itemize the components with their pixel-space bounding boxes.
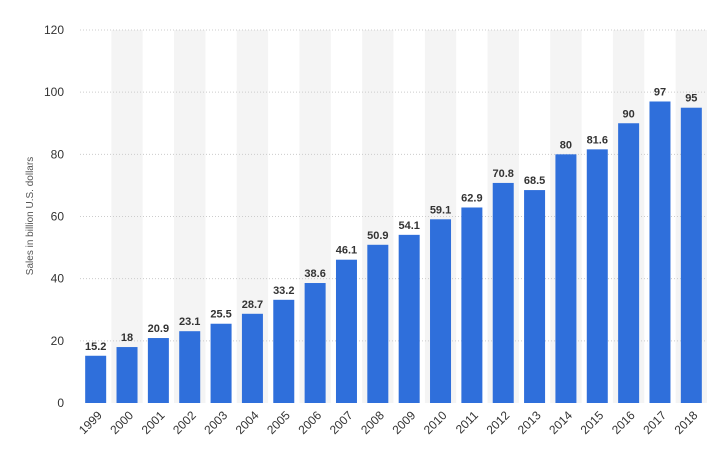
- x-tick-label-2004: 2004: [233, 408, 262, 437]
- bar-2011: [461, 207, 483, 403]
- y-axis-ticks: 0 20 40 60 80 100 120: [44, 23, 64, 410]
- bar-2004: [241, 313, 263, 403]
- bar-2015: [586, 149, 608, 403]
- x-tick-label-2005: 2005: [264, 408, 293, 437]
- data-label-2014: 80: [560, 139, 572, 151]
- data-label-2002: 23.1: [179, 316, 200, 328]
- x-tick-label-2011: 2011: [453, 408, 481, 436]
- data-label-2003: 25.5: [210, 309, 231, 321]
- x-tick-label-2000: 2000: [107, 408, 136, 437]
- x-tick-label-2012: 2012: [484, 408, 513, 437]
- data-label-2007: 46.1: [336, 245, 357, 257]
- bar-1999: [85, 355, 107, 403]
- data-label-2009: 54.1: [398, 220, 419, 232]
- bar-2010: [430, 219, 452, 403]
- data-label-2013: 68.5: [524, 175, 545, 187]
- bar-2008: [367, 244, 389, 403]
- data-label-2010: 59.1: [430, 204, 451, 216]
- data-labels: 15.2 18 20.9 23.1 25.5 28.7 33.2 38.6 46.1 50.9 54…: [85, 86, 697, 352]
- x-tick-label-2006: 2006: [295, 408, 324, 437]
- y-tick-label: 40: [51, 272, 65, 286]
- data-label-2000: 18: [121, 332, 133, 344]
- bar-2007: [335, 259, 357, 403]
- x-tick-label-2007: 2007: [327, 408, 356, 437]
- data-label-2018: 95: [685, 93, 697, 105]
- data-label-2011: 62.9: [461, 192, 482, 204]
- data-label-2004: 28.7: [242, 299, 263, 311]
- x-tick-label-2001: 2001: [139, 408, 168, 437]
- x-axis-ticks: 1999 2000 2001 2002 2003 2004 2005 2006 2007 2008…: [76, 408, 701, 437]
- bar-2006: [304, 283, 326, 403]
- data-label-2001: 20.9: [148, 323, 169, 335]
- bar-2012: [492, 182, 514, 403]
- x-tick-label-2018: 2018: [672, 408, 701, 437]
- bar-2000: [116, 347, 138, 403]
- bar-2002: [179, 331, 201, 403]
- data-label-2012: 70.8: [493, 168, 514, 180]
- x-tick-label-2003: 2003: [201, 408, 230, 437]
- x-tick-label-2013: 2013: [515, 408, 544, 437]
- bar-2013: [524, 190, 546, 403]
- x-tick-label-1999: 1999: [76, 408, 105, 437]
- y-tick-label: 60: [51, 210, 65, 224]
- bar-2014: [555, 154, 577, 403]
- x-tick-label-2014: 2014: [546, 408, 575, 437]
- x-tick-label-2008: 2008: [358, 408, 387, 437]
- data-label-2008: 50.9: [367, 230, 388, 242]
- y-tick-label: 0: [57, 396, 64, 410]
- data-label-2016: 90: [623, 108, 635, 120]
- data-label-1999: 15.2: [85, 341, 106, 353]
- data-label-2015: 81.6: [587, 134, 608, 146]
- y-tick-label: 120: [44, 23, 64, 37]
- bar-2017: [649, 101, 671, 403]
- x-tick-label-2010: 2010: [421, 408, 450, 437]
- y-tick-label: 80: [51, 147, 65, 161]
- data-label-2006: 38.6: [304, 268, 325, 280]
- y-axis-title: Sales in billion U.S. dollars: [25, 157, 36, 275]
- x-tick-label-2017: 2017: [640, 408, 669, 437]
- bar-2003: [210, 323, 232, 403]
- bar-2016: [618, 123, 640, 403]
- y-tick-label: 100: [44, 85, 64, 99]
- x-tick-label-2015: 2015: [578, 408, 607, 437]
- y-tick-label: 20: [51, 334, 65, 348]
- bar-2005: [273, 299, 295, 403]
- x-tick-label-2016: 2016: [609, 408, 638, 437]
- bar-2001: [147, 338, 169, 403]
- x-tick-label-2002: 2002: [170, 408, 199, 437]
- data-label-2005: 33.2: [273, 285, 294, 297]
- data-label-2017: 97: [654, 86, 666, 98]
- x-tick-label-2009: 2009: [390, 408, 419, 437]
- bars: [85, 101, 702, 403]
- bar-2009: [398, 234, 420, 403]
- bar-2018: [680, 107, 702, 403]
